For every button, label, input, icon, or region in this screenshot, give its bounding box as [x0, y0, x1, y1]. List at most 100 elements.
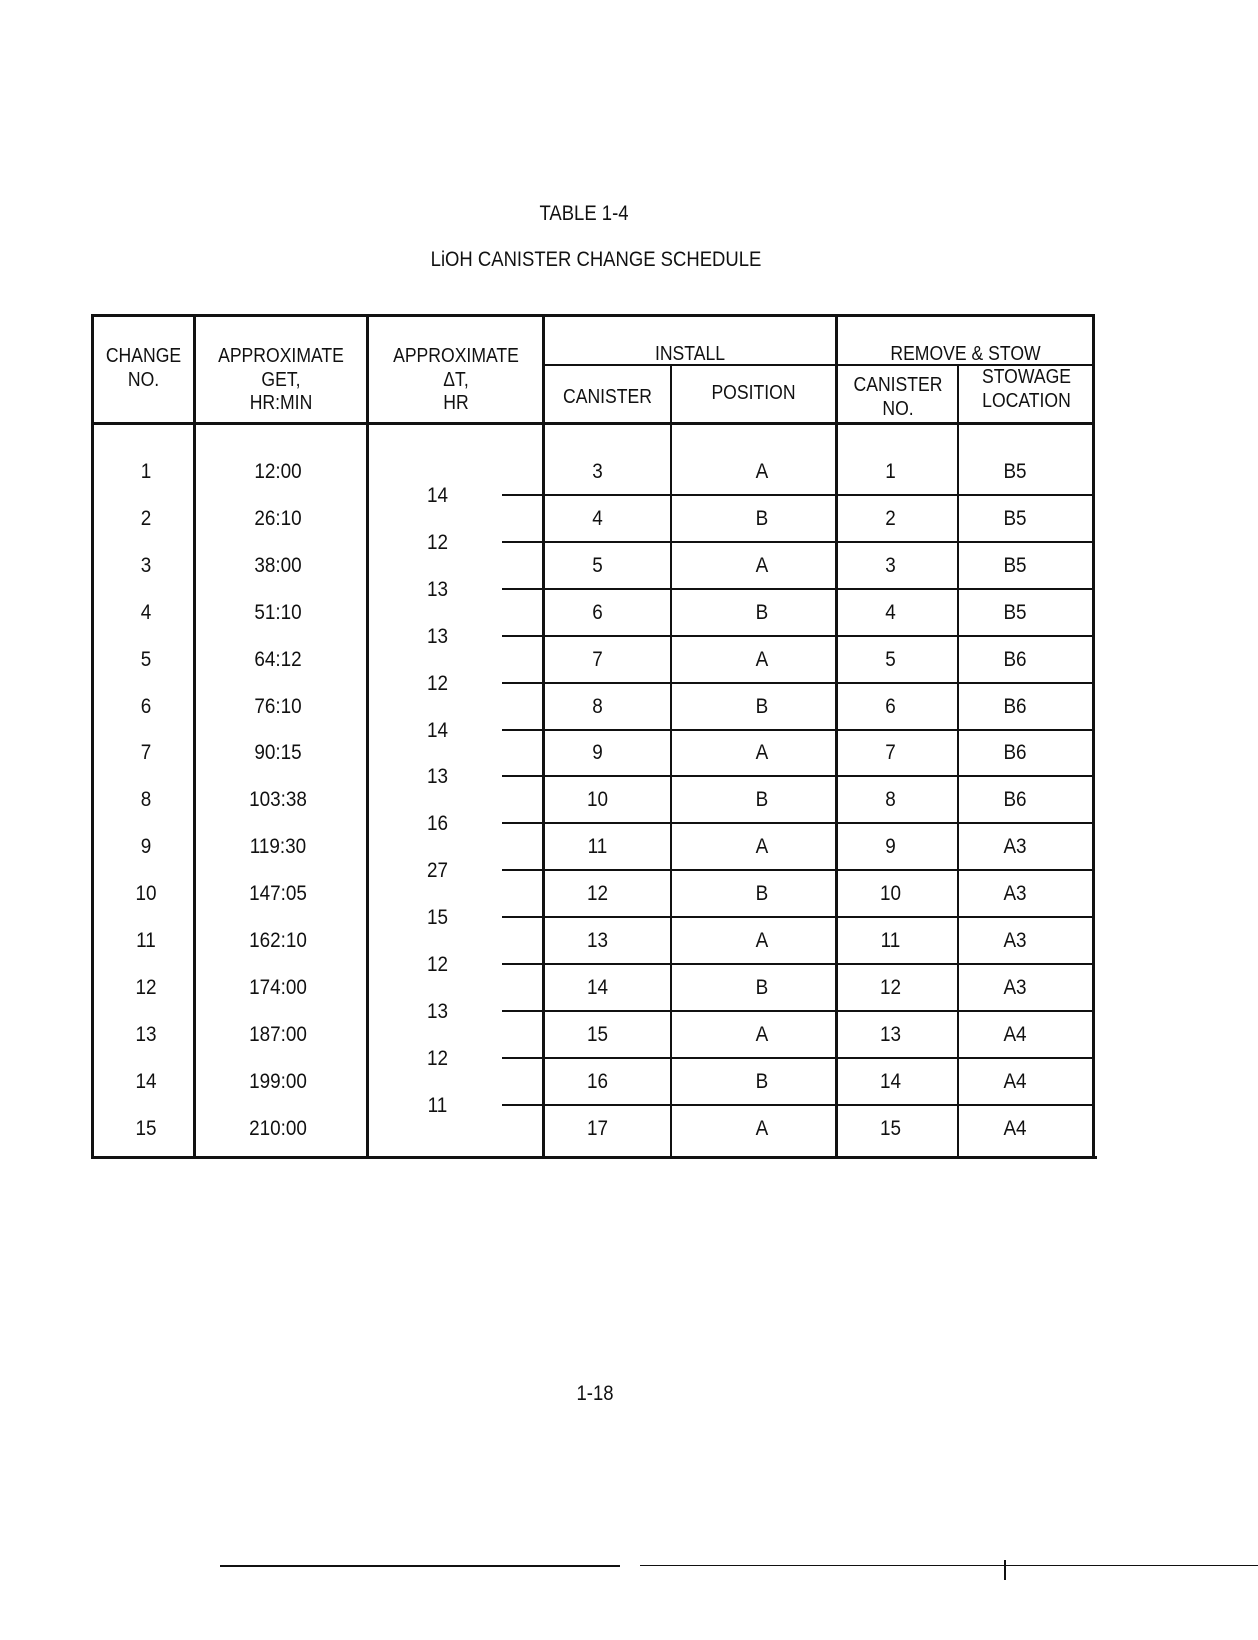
table-title: LiOH CANISTER CHANGE SCHEDULE	[430, 248, 762, 271]
cell-get: 199:00	[249, 1069, 307, 1093]
cell-install-position: B	[755, 882, 769, 906]
cell-install-position: B	[755, 694, 769, 718]
cell-install-canister: 4	[592, 506, 603, 530]
cell-get: 210:00	[249, 1116, 307, 1140]
cell-change-no: 15	[135, 1116, 157, 1140]
cell-stowage-location: A4	[1003, 1022, 1027, 1046]
cell-delta-t: 11	[427, 1093, 448, 1117]
cell-install-canister: 9	[592, 741, 603, 765]
row-divider	[502, 681, 1094, 684]
cell-stowage-location: A3	[1003, 882, 1027, 906]
cell-install-canister: 13	[586, 929, 609, 952]
cell-removed-canister: 7	[885, 741, 896, 765]
cell-get: 174:00	[249, 975, 307, 999]
cell-install-position: A	[755, 1022, 769, 1046]
cell-get: 64:12	[254, 647, 302, 671]
cell-stowage-location: A3	[1003, 975, 1027, 999]
header-install-position: POSITION	[711, 382, 796, 404]
cell-get: 12:00	[254, 460, 302, 483]
cell-removed-canister: 6	[885, 694, 896, 718]
cell-delta-t: 14	[426, 718, 449, 742]
cell-install-position: A	[755, 553, 769, 577]
column-border	[670, 366, 672, 1158]
column-border	[835, 314, 838, 1159]
cell-get: 90:15	[254, 741, 302, 765]
cell-stowage-location: B6	[1003, 694, 1027, 718]
cell-removed-canister: 12	[879, 975, 902, 999]
header-get: GET,	[261, 369, 301, 391]
row-divider	[502, 540, 1094, 543]
cell-install-position: B	[755, 506, 769, 530]
cell-install-canister: 11	[587, 835, 608, 859]
cell-stowage-location: B5	[1003, 553, 1027, 577]
cell-delta-t: 13	[426, 999, 449, 1023]
cell-delta-t: 15	[426, 906, 449, 930]
row-divider	[502, 494, 1094, 496]
cell-get: 162:10	[249, 929, 307, 952]
header-delta-t: ΔT,	[443, 369, 469, 391]
cell-install-position: A	[755, 647, 769, 671]
column-border	[1092, 314, 1095, 1159]
cell-install-canister: 12	[586, 882, 609, 906]
cell-change-no: 3	[140, 553, 152, 577]
cell-stowage-location: B5	[1003, 600, 1027, 624]
cell-stowage-location: B6	[1003, 788, 1027, 812]
page-edge-mark	[1004, 1560, 1006, 1580]
row-divider	[502, 1103, 1094, 1106]
cell-delta-t: 12	[426, 530, 449, 554]
cell-removed-canister: 11	[880, 929, 901, 952]
cell-stowage-location: B5	[1003, 506, 1027, 530]
cell-stowage-location: A4	[1003, 1069, 1027, 1093]
cell-stowage-location: A3	[1003, 835, 1027, 859]
column-border	[91, 314, 94, 1159]
cell-install-position: A	[755, 929, 769, 952]
cell-change-no: 8	[140, 788, 152, 812]
cell-change-no: 2	[140, 506, 152, 530]
page-edge-line	[220, 1565, 620, 1567]
header-removed-canister: NO.	[882, 398, 914, 420]
row-divider	[502, 728, 1094, 731]
row-divider	[502, 822, 1094, 825]
cell-install-canister: 15	[586, 1022, 609, 1046]
header-get: HR:MIN	[249, 392, 313, 414]
cell-install-canister: 14	[586, 975, 609, 999]
cell-change-no: 13	[135, 1022, 157, 1046]
cell-get: 187:00	[249, 1022, 307, 1046]
cell-stowage-location: B6	[1003, 741, 1027, 765]
page-number: 1-18	[576, 1382, 614, 1405]
cell-change-no: 14	[135, 1069, 157, 1093]
cell-install-position: A	[755, 460, 769, 483]
cell-get: 51:10	[254, 600, 302, 624]
cell-stowage-location: A3	[1003, 929, 1027, 952]
cell-get: 103:38	[249, 788, 307, 812]
cell-change-no: 9	[140, 835, 152, 859]
header-install: INSTALL	[654, 343, 726, 365]
cell-install-position: A	[755, 835, 769, 859]
cell-change-no: 5	[140, 647, 152, 671]
subheader-divider	[542, 364, 1095, 366]
cell-install-position: B	[755, 1069, 769, 1093]
cell-install-canister: 8	[592, 694, 603, 718]
column-border	[542, 314, 545, 1159]
header-change-no: CHANGE	[105, 345, 182, 367]
cell-delta-t: 13	[426, 624, 449, 648]
cell-delta-t: 13	[426, 577, 449, 601]
cell-delta-t: 12	[426, 671, 449, 695]
cell-stowage-location: B5	[1003, 460, 1027, 483]
cell-install-position: A	[755, 741, 769, 765]
cell-removed-canister: 15	[879, 1116, 902, 1140]
header-stowage-location: LOCATION	[982, 390, 1071, 412]
cell-change-no: 12	[135, 975, 157, 999]
cell-change-no: 6	[140, 694, 152, 718]
cell-removed-canister: 1	[885, 460, 896, 483]
row-divider	[502, 775, 1094, 778]
cell-install-position: B	[755, 600, 769, 624]
row-divider	[502, 916, 1094, 919]
cell-get: 38:00	[254, 553, 302, 577]
cell-removed-canister: 3	[885, 553, 896, 577]
header-change-no: NO.	[127, 369, 160, 391]
cell-install-canister: 16	[586, 1069, 609, 1093]
cell-install-position: B	[755, 975, 769, 999]
cell-delta-t: 12	[426, 1046, 449, 1070]
row-divider	[502, 963, 1094, 965]
